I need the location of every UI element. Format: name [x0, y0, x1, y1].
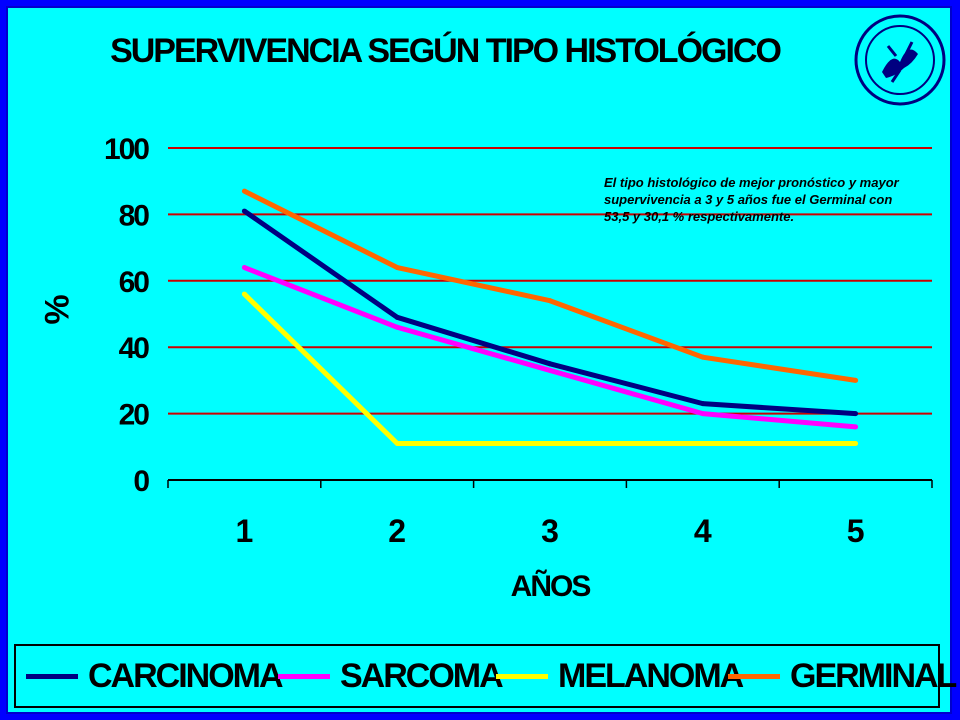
y-tick-label-20: 20: [119, 399, 150, 432]
data-point-carcinoma-1: [241, 208, 247, 214]
legend-item-carcinoma: CARCINOMA: [26, 646, 284, 706]
legend-swatch-melanoma: [496, 673, 548, 679]
legend-label-sarcoma: SARCOMA: [340, 656, 504, 695]
data-point-carcinoma-5: [853, 411, 859, 417]
y-tick-label-0: 0: [133, 465, 149, 498]
x-tick-label-3: 3: [541, 513, 559, 549]
legend-label-germinal: GERMINAL: [790, 656, 957, 695]
data-point-melanoma-4: [700, 440, 706, 446]
legend-item-sarcoma: SARCOMA: [278, 646, 504, 706]
data-point-sarcoma-1: [241, 265, 247, 271]
chart-title: SUPERVIVENCIA SEGÚN TIPO HISTOLÓGICO: [110, 32, 782, 70]
legend-label-carcinoma: CARCINOMA: [88, 656, 284, 695]
data-point-carcinoma-3: [547, 361, 553, 367]
y-tick-label-80: 80: [119, 199, 150, 232]
data-point-carcinoma-4: [700, 401, 706, 407]
data-point-carcinoma-2: [394, 314, 400, 320]
data-point-germinal-2: [394, 265, 400, 271]
data-point-melanoma-5: [853, 440, 859, 446]
y-tick-label-100: 100: [104, 133, 149, 166]
y-tick-label-40: 40: [119, 332, 150, 365]
x-tick-label-5: 5: [847, 513, 865, 549]
legend-swatch-carcinoma: [26, 673, 78, 679]
data-point-melanoma-1: [241, 291, 247, 297]
x-tick-label-2: 2: [388, 513, 406, 549]
data-point-germinal-3: [547, 298, 553, 304]
data-point-sarcoma-4: [700, 411, 706, 417]
data-point-germinal-1: [241, 188, 247, 194]
data-point-melanoma-2: [394, 440, 400, 446]
legend-label-melanoma: MELANOMA: [558, 656, 744, 695]
legend-item-melanoma: MELANOMA: [496, 646, 744, 706]
y-tick-label-60: 60: [119, 266, 150, 299]
data-point-sarcoma-5: [853, 424, 859, 430]
x-tick-label-1: 1: [236, 513, 254, 549]
x-axis-label: AÑOS: [510, 570, 592, 603]
legend-swatch-sarcoma: [278, 673, 330, 679]
y-axis-label: %: [38, 294, 77, 325]
data-point-sarcoma-2: [394, 324, 400, 330]
data-point-melanoma-3: [547, 440, 553, 446]
chart-legend: CARCINOMA SARCOMA MELANOMA GERMINAL: [14, 644, 957, 708]
legend-swatch-germinal: [728, 673, 780, 679]
society-seal-logo: [854, 14, 946, 106]
data-point-germinal-4: [700, 354, 706, 360]
annotation-text: El tipo histológico de mejor pronóstico …: [604, 175, 899, 224]
slide-background: [6, 6, 952, 714]
data-point-germinal-5: [853, 377, 859, 383]
data-point-sarcoma-3: [547, 367, 553, 373]
x-tick-label-4: 4: [694, 513, 712, 549]
legend-item-germinal: GERMINAL: [728, 646, 957, 706]
